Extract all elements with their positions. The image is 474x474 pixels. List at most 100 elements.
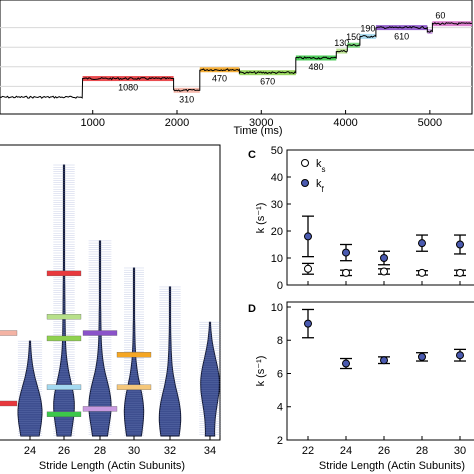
trace-step-label: 150 xyxy=(346,32,361,42)
trace-step-label: 130 xyxy=(334,38,349,48)
trace-line xyxy=(0,22,473,99)
violin-x-label: Stride Length (Actin Subunits) xyxy=(39,460,185,472)
y-tick-label: 0 xyxy=(277,280,283,292)
point-ks xyxy=(380,267,388,276)
trace-step-label: 670 xyxy=(260,77,275,87)
point-kf xyxy=(304,232,312,241)
trace-x-tick-label: 3000 xyxy=(249,117,273,129)
panel-c-points xyxy=(302,215,466,277)
trace-step-label: 480 xyxy=(309,62,324,72)
trace-x-tick-label: 5000 xyxy=(418,117,442,129)
violin-bar-9 xyxy=(116,352,152,358)
panel-d-points xyxy=(302,308,466,370)
x-tick-label: 26 xyxy=(378,445,390,457)
trace-x-ticks: 1000 2000 3000 4000 5000 xyxy=(80,110,442,129)
panel-c-x-ticks xyxy=(307,281,461,285)
violin-32 xyxy=(158,286,182,437)
trace-step-7 xyxy=(359,33,376,39)
legend-label: ks xyxy=(316,158,326,174)
y-tick-label: 10 xyxy=(271,253,283,265)
y-tick-label: 4 xyxy=(277,402,283,414)
violin-bar-6 xyxy=(46,411,82,417)
panel-c: C 0 10 20 30 40 50 ks kf k (s⁻¹) xyxy=(248,145,474,292)
point-kf xyxy=(380,254,388,262)
violin-panel: 24 26 28 30 32 34 Stride Length (Actin Subuni… xyxy=(0,144,221,472)
violin-x-tick-label: 28 xyxy=(94,445,106,457)
trace-step-label: 60 xyxy=(435,11,445,21)
panel-c-y-label: k (s⁻¹) xyxy=(255,203,267,234)
trace-step-6 xyxy=(347,42,360,48)
y-tick-label: 30 xyxy=(271,199,283,211)
trace-step-4 xyxy=(295,55,337,61)
violin-bar-3 xyxy=(46,314,82,320)
y-tick-label: 50 xyxy=(271,145,283,157)
violin-bar-5 xyxy=(46,384,82,390)
x-tick-label: 22 xyxy=(302,445,314,457)
violin-26 xyxy=(53,164,75,437)
trace-step-label: 470 xyxy=(212,74,227,84)
violin-24 xyxy=(17,340,43,437)
violin-bar-2 xyxy=(46,270,82,277)
violin-bars xyxy=(0,270,152,417)
violin-x-tick-label: 32 xyxy=(164,445,176,457)
violin-frame xyxy=(0,144,221,441)
violin-x-ticks: 24 26 28 30 32 34 xyxy=(24,436,216,457)
point-kf xyxy=(342,248,350,257)
trace-step-label: 610 xyxy=(394,32,409,42)
point-ks xyxy=(418,268,426,277)
violin-bar-1 xyxy=(0,330,18,336)
trace-step-label: 190 xyxy=(360,23,375,33)
panel-d-x-label: Stride Length (Actin Subunits) xyxy=(319,460,465,472)
panel-c-letter: C xyxy=(248,149,256,161)
point-k xyxy=(304,319,312,328)
violin-bar-8 xyxy=(82,406,118,412)
point-ks xyxy=(304,264,312,273)
y-tick-label: 10 xyxy=(271,302,283,314)
violin-bar-7 xyxy=(82,330,118,336)
violin-x-tick-label: 34 xyxy=(204,445,216,457)
legend-marker xyxy=(301,159,309,167)
violin-x-tick-label: 30 xyxy=(128,445,140,457)
trace-step-10 xyxy=(432,21,472,27)
y-tick-label: 8 xyxy=(277,335,283,347)
violin-bar-4 xyxy=(46,335,82,342)
trace-x-label: Time (ms) xyxy=(233,125,282,137)
point-k xyxy=(380,356,388,365)
panel-c-legend: ks kf xyxy=(301,158,326,194)
y-tick-label: 20 xyxy=(271,226,283,238)
panel-d-x-ticks: 22 24 26 28 30 xyxy=(302,436,466,457)
violin-bar-0 xyxy=(0,400,18,407)
trace-step-0 xyxy=(82,76,174,82)
trace-x-tick-label: 1000 xyxy=(80,117,104,129)
legend-marker xyxy=(301,179,309,187)
trace-step-2 xyxy=(199,67,240,73)
trace-panel: 10803104706704801301501906106060 1000200… xyxy=(0,0,473,137)
trace-step-label: 310 xyxy=(179,94,194,104)
x-tick-label: 30 xyxy=(454,445,466,457)
y-tick-label: 6 xyxy=(277,368,283,380)
legend-label: kf xyxy=(316,178,325,194)
y-tick-label: 40 xyxy=(271,172,283,184)
trace-x-tick-label: 4000 xyxy=(333,117,357,129)
trace-steps: 10803104706704801301501906106060 xyxy=(82,11,472,104)
trace-step-3 xyxy=(239,70,296,76)
panel-c-y-ticks: 0 10 20 30 40 50 xyxy=(271,145,291,292)
panel-d-letter: D xyxy=(248,303,256,315)
point-ks xyxy=(456,268,464,277)
point-kf xyxy=(418,239,426,248)
panel-d-frame xyxy=(286,301,474,441)
y-tick-label: 2 xyxy=(277,435,283,447)
trace-x-tick-label: 2000 xyxy=(165,117,189,129)
violin-x-tick-label: 26 xyxy=(58,445,70,457)
panel-d-y-label: k (s⁻¹) xyxy=(255,356,267,387)
violin-x-tick-label: 24 xyxy=(24,445,36,457)
violin-bar-10 xyxy=(116,384,152,390)
trace-frame xyxy=(0,0,473,115)
trace-step-label: 1080 xyxy=(118,83,138,93)
point-kf xyxy=(456,240,464,249)
point-k xyxy=(342,359,350,368)
violins xyxy=(17,164,221,437)
x-tick-label: 24 xyxy=(340,445,352,457)
